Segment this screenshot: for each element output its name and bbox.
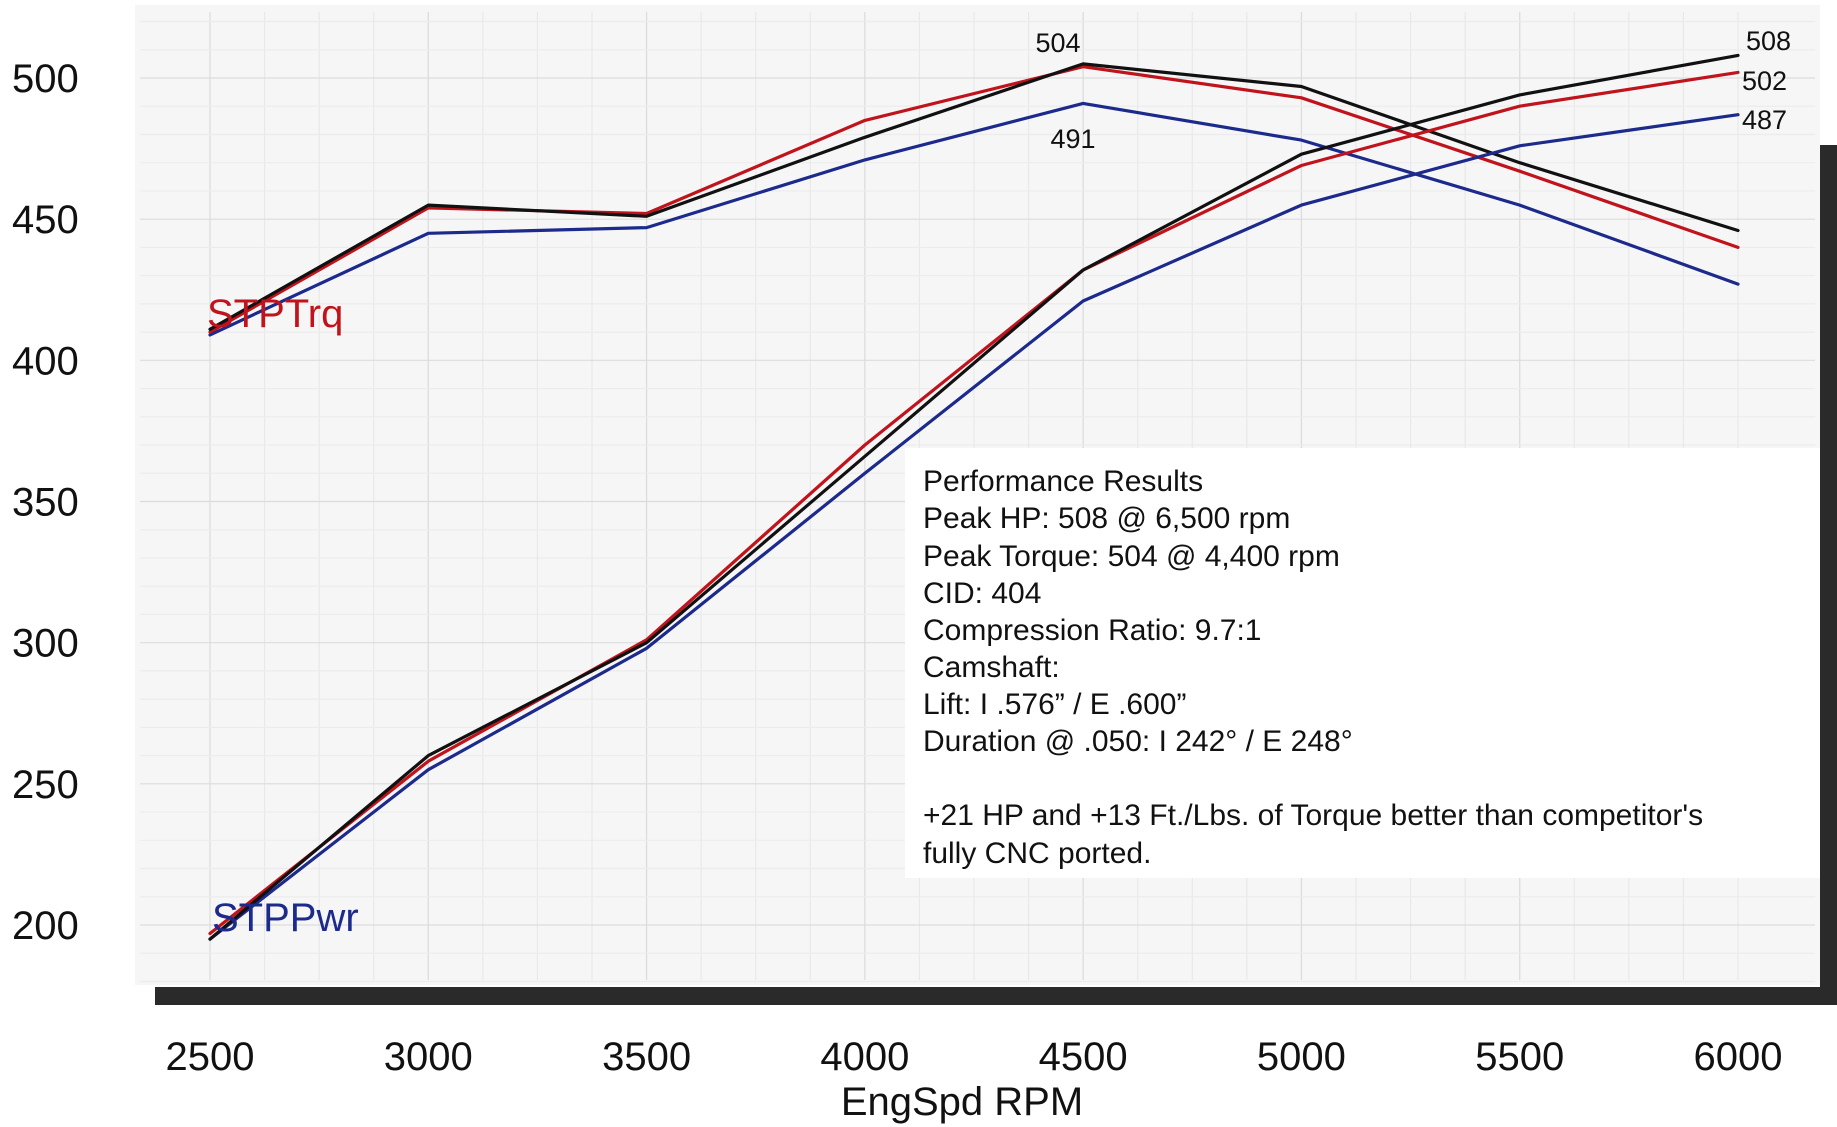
annotation-line: CID: 404 — [923, 577, 1041, 610]
annotation-line: Lift: I .576” / E .600” — [923, 688, 1186, 721]
peak-label-power-black: 508 — [1746, 26, 1791, 56]
series-lines — [208, 53, 1740, 941]
annotation-line: Duration @ .050: I 242° / E 248° — [923, 725, 1353, 758]
performance-results-panel: Performance Results Peak HP: 508 @ 6,500 … — [905, 448, 1820, 878]
y-tick-label: 300 — [12, 622, 79, 666]
bottom-axis-bar — [155, 987, 1837, 1005]
y-tick-label: 350 — [12, 481, 79, 525]
power-series-line — [208, 53, 1740, 941]
x-axis-label: EngSpd RPM — [841, 1080, 1083, 1124]
annotation-line: Compression Ratio: 9.7:1 — [923, 614, 1262, 647]
y-tick-label: 400 — [12, 339, 79, 383]
x-tick-label: 4000 — [820, 1035, 909, 1079]
x-tick-label: 3000 — [384, 1035, 473, 1079]
x-tick-label: 6000 — [1694, 1035, 1783, 1079]
torque-curve-label: STPTrq — [207, 292, 343, 336]
y-tick-label: 250 — [12, 763, 79, 807]
annotation-line: Peak HP: 508 @ 6,500 rpm — [923, 502, 1290, 535]
annotation-line: +21 HP and +13 Ft./Lbs. of Torque better… — [923, 799, 1703, 832]
y-tick-label: 450 — [12, 198, 79, 242]
x-tick-label: 5500 — [1475, 1035, 1564, 1079]
annotation-line: Camshaft: — [923, 651, 1060, 684]
peak-label-power-red: 502 — [1742, 66, 1787, 96]
y-axis-ticks: 200 250 300 350 400 450 500 — [12, 57, 79, 948]
power-curve-label: STPPwr — [212, 896, 359, 940]
x-tick-label: 2500 — [166, 1035, 255, 1079]
torque-series-line — [208, 65, 1740, 334]
x-tick-label: 5000 — [1257, 1035, 1346, 1079]
annotation-line: Performance Results — [923, 465, 1203, 498]
power-series-line — [208, 70, 1740, 936]
torque-series-line — [208, 101, 1740, 337]
x-tick-label: 3500 — [602, 1035, 691, 1079]
torque-series-line — [208, 62, 1740, 331]
x-axis-ticks: 2500 3000 3500 4000 4500 5000 5500 6000 — [166, 1035, 1783, 1079]
right-edge-bar — [1820, 145, 1837, 1005]
peak-label-torque-blue: 491 — [1050, 124, 1095, 154]
x-tick-label: 4500 — [1039, 1035, 1128, 1079]
power-series-line — [208, 113, 1740, 941]
panel-background — [905, 448, 1820, 878]
annotation-line: fully CNC ported. — [923, 837, 1151, 870]
annotation-line: Peak Torque: 504 @ 4,400 rpm — [923, 540, 1340, 573]
y-tick-label: 200 — [12, 904, 79, 948]
y-tick-label: 500 — [12, 57, 79, 101]
peak-label-torque-black: 504 — [1035, 28, 1080, 58]
panel-text-lines: Performance Results Peak HP: 508 @ 6,500 … — [923, 465, 1703, 870]
peak-label-power-blue: 487 — [1742, 105, 1787, 135]
